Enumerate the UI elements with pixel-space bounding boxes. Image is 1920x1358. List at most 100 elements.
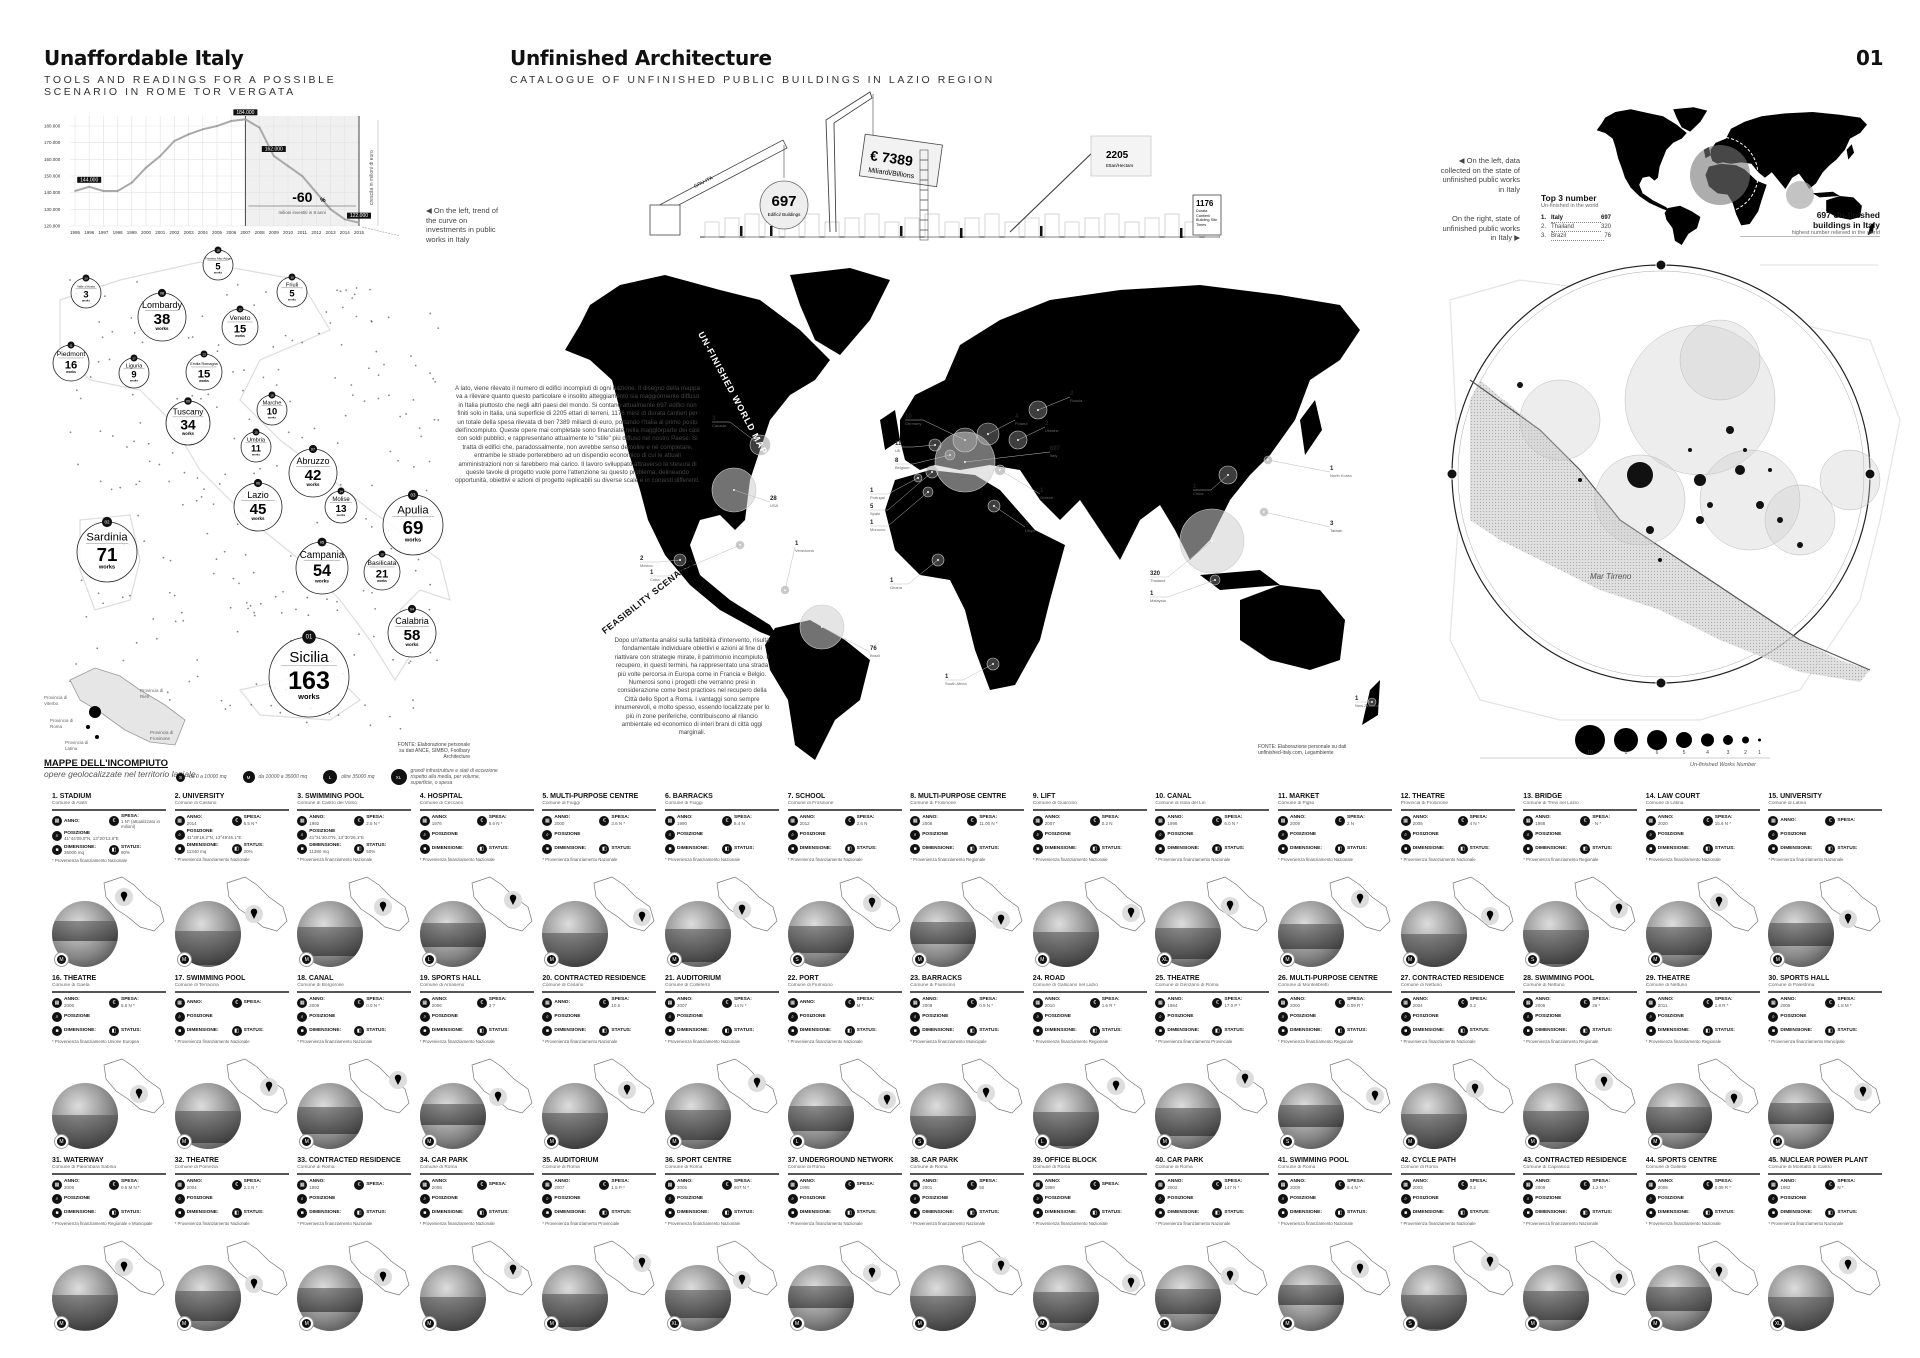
lazio-inset-map [69,667,186,746]
country-name: Morocco [870,527,886,532]
catalogue-card[interactable]: 22. PORT Comune di Fiumicino ▦ ANNO: € SPESA:… [787,975,902,1151]
work-dot [375,350,378,353]
catalogue-card[interactable]: 13. BRIDGE Comune di Trevi nel Lazio ▦ ANNO… [1523,793,1638,969]
catalogue-card[interactable]: 21. AUDITORIUM Comune di Colleferro ▦ ANNO:… [665,975,779,1151]
card-divider [665,809,779,811]
works-dot [1578,478,1582,482]
annotation-value: -60 [292,189,312,205]
region-rank: 20 [84,276,88,280]
row-size-status: ■ DIMENSIONE: ◧ STATUS: [1523,842,1637,856]
area-icon: ■ [1400,1207,1411,1218]
catalogue-card[interactable]: 34. CAR PARK Comune di Roma ▦ ANNO: 2008 € SPE… [419,1157,534,1333]
italy-source: FONTE: Elaborazione personale su dati AN… [397,742,470,760]
card-comune: Comune di Trevi nel Lazio [1523,801,1579,806]
catalogue-card[interactable]: 37. UNDERGROUND NETWORK Comune di Roma ▦ AN… [787,1157,902,1333]
region-rank-badge [253,478,263,488]
search-icon: ⌕ [1768,1193,1779,1204]
label-status: STATUS: [1837,1027,1858,1033]
catalogue-card[interactable]: 29. THEATRE Comune di Nettuno ▦ ANNO: 2011 € S… [1645,975,1760,1151]
field-label-spesa: SPESA: M * [857,997,875,1008]
catalogue-card[interactable]: 30. SPORTS HALL Comune di Palestrina ▦ ANNO… [1768,975,1883,1151]
catalogue-card[interactable]: 5. MULTI-PURPOSE CENTRE Comune di Fiuggi ▦… [542,793,657,969]
label-dimensione: DIMENSIONE: [309,1027,342,1033]
row-year-cost: ▦ ANNO: 2009 € SPESA: 0.09 R * [1645,1178,1760,1192]
catalogue-card[interactable]: 31. WATERWAY Comune di Palombara Sabina ▦ A… [52,1157,166,1333]
catalogue-card[interactable]: 3. SWIMMING POOL Comune di Castro dei Vol… [297,793,412,969]
label-spesa: SPESA: [488,997,507,1003]
catalogue-card[interactable]: 39. OFFICE BLOCK Comune di Roma ▦ ANNO: 1999… [1032,1157,1147,1333]
catalogue-card[interactable]: 20. CONTRACTED RESIDENCE Comune di Cesano… [542,975,657,1151]
country-name: Malaysia [1150,598,1167,603]
location-pin-icon [1486,910,1493,921]
field-label-anno: ANNO: 2005 [1780,997,1796,1008]
cost-value: € 7389 [869,147,914,169]
annotation-text: milioni investiti in 8 anni [279,210,326,215]
catalogue-card[interactable]: 19. SPORTS HALL Comune di Amaseno ▦ ANNO: 20… [419,975,534,1151]
search-icon: ⌕ [787,829,798,840]
catalogue-card[interactable]: 8. MULTI-PURPOSE CENTRE Comune di Frosino… [910,793,1025,969]
field-status: ◧ STATUS: [967,1207,1024,1218]
card-title: 23. BARRACKS [910,975,962,982]
catalogue-card[interactable]: 45. NUCLEAR POWER PLANT Comune di Montalt… [1768,1157,1883,1333]
field-label-posizione: POSIZIONE [1780,1196,1806,1202]
page-number: 01 [1856,46,1884,70]
label-posizione: POSIZIONE [1167,1013,1194,1019]
catalogue-card[interactable]: 16. THEATRE Comune di Gaeta ▦ ANNO: 2006 € SPE… [52,975,166,1151]
catalogue-card[interactable]: 14. LAW COURT Comune di Latina ▦ ANNO: 2020 €… [1645,793,1760,969]
catalogue-card[interactable]: 10. CANAL Comune di Isola del Liri ▦ ANNO: 1… [1155,793,1270,969]
size-legend-text: da 10000 a 35000 mq [258,774,308,780]
field-anno: ▦ ANNO: 2008 [910,815,967,826]
catalogue-card[interactable]: 41. SWIMMING POOL Comune di Roma ▦ ANNO: 200… [1278,1157,1392,1333]
lazio-outline [471,876,533,932]
field-label-status: STATUS: [1837,846,1857,852]
label-anno: ANNO: [431,997,448,1003]
catalogue-card[interactable]: 38. CAR PARK Comune di Roma ▦ ANNO: 2001 € SPE… [910,1157,1025,1333]
catalogue-card[interactable]: 26. MULTI-PURPOSE CENTRE Comune di Montel… [1278,975,1392,1151]
field-dimensione: ■ DIMENSIONE: [52,1025,109,1036]
catalogue-card[interactable]: 25. THEATRE Comune di Genzano di Roma ▦ ANN… [1155,975,1270,1151]
catalogue-card[interactable]: 36. SPORT CENTRE Comune di Roma ▦ ANNO: 2005… [665,1157,779,1333]
catalogue-card[interactable]: 18. CANAL Comune di Borgorose ▦ ANNO: 2009 € S… [297,975,412,1151]
field-posizione: ⌕ POSIZIONE [1155,829,1269,840]
catalogue-card[interactable]: 2. UNIVERSITY Comune di Cassino ▦ ANNO: 2014… [174,793,289,969]
size-badge-m: M [1526,1135,1540,1148]
catalogue-card[interactable]: 15. UNIVERSITY Comune di Latina ▦ ANNO: € SPE… [1768,793,1883,969]
catalogue-card[interactable]: 11. MARKET Comune di Piglio ▦ ANNO: 2009 € SPE… [1278,793,1392,969]
catalogue-card[interactable]: 17. SWIMMING POOL Comune di Terracina ▦ ANN… [174,975,289,1151]
work-dot [417,558,420,561]
catalogue-card[interactable]: 12. THEATRE Provincia di Frosinone ▦ ANNO: 2… [1400,793,1515,969]
area-icon: ■ [910,843,921,854]
field-label-dimensione: DIMENSIONE: [432,846,464,852]
catalogue-card[interactable]: 28. SWIMMING POOL Comune di Nettuno ▦ ANNO:… [1523,975,1638,1151]
catalogue-card[interactable]: 40. CAR PARK Comune di Roma ▦ ANNO: 2002 € SPE… [1155,1157,1270,1333]
value-anno: 2004 [186,1184,197,1190]
euro-icon: € [1457,1179,1468,1190]
catalogue-card[interactable]: 44. SPORTS CENTRE Comune di Gallese ▦ ANNO:… [1645,1157,1760,1333]
country-count: 1 [870,488,874,494]
catalogue-card[interactable]: 23. BARRACKS Comune di Fiumicino ▦ ANNO: 200… [910,975,1025,1151]
center-subtitle: CATALOGUE OF UNFINISHED PUBLIC BUILDINGS… [510,74,995,86]
catalogue-card[interactable]: 9. LIFT Comune di Guarcino ▦ ANNO: 2007 € SPES… [1032,793,1147,969]
catalogue-card[interactable]: 7. SCHOOL Comune di Frosinone ▦ ANNO: 2012 € S… [787,793,902,969]
catalogue-card[interactable]: 43. CONTRACTED RESIDENCE Comune di Capran… [1523,1157,1638,1333]
region-rank-badge [378,550,386,558]
catalogue-card[interactable]: 32. THEATRE Comune di Pomezia ▦ ANNO: 2004 € S… [174,1157,289,1333]
catalogue-card[interactable]: 4. HOSPITAL Comune di Ceccano ▦ ANNO: 1976 € S… [419,793,534,969]
euro-icon: € [722,815,732,826]
card-title: 32. THEATRE [174,1157,219,1164]
catalogue-card[interactable]: 6. BARRACKS Comune di Fiuggi ▦ ANNO: 1990 € SP… [665,793,779,969]
label-status: STATUS: [121,844,142,850]
catalogue-card[interactable]: 33. CONTRACTED RESIDENCE Comune di Roma ▦ A… [297,1157,412,1333]
field-posizione: ⌕ POSIZIONE [297,1193,411,1204]
row-year-cost: ▦ ANNO: 1999 € SPESA: [1032,1178,1147,1192]
status-icon: ◧ [1702,1207,1713,1218]
catalogue-card[interactable]: 35. AUDITORIUM Comune di Roma ▦ ANNO: 2007 € S… [542,1157,657,1333]
label-posizione: POSIZIONE [186,1195,213,1201]
catalogue-card[interactable]: 42. CYCLE PATH Comune di Roma ▦ ANNO: 2003 € S… [1400,1157,1515,1333]
catalogue-card[interactable]: 1. STADIUM Comune di Alatri ▦ ANNO: € SPESA: 1… [52,793,166,969]
row-size-status: ■ DIMENSIONE: ◧ STATUS: [1645,1024,1760,1038]
catalogue-card[interactable]: 27. CONTRACTED RESIDENCE Comune di Nettun… [1400,975,1515,1151]
catalogue-card[interactable]: 24. ROAD Comune di Gallicano nel Lazio ▦ AN… [1032,975,1147,1151]
